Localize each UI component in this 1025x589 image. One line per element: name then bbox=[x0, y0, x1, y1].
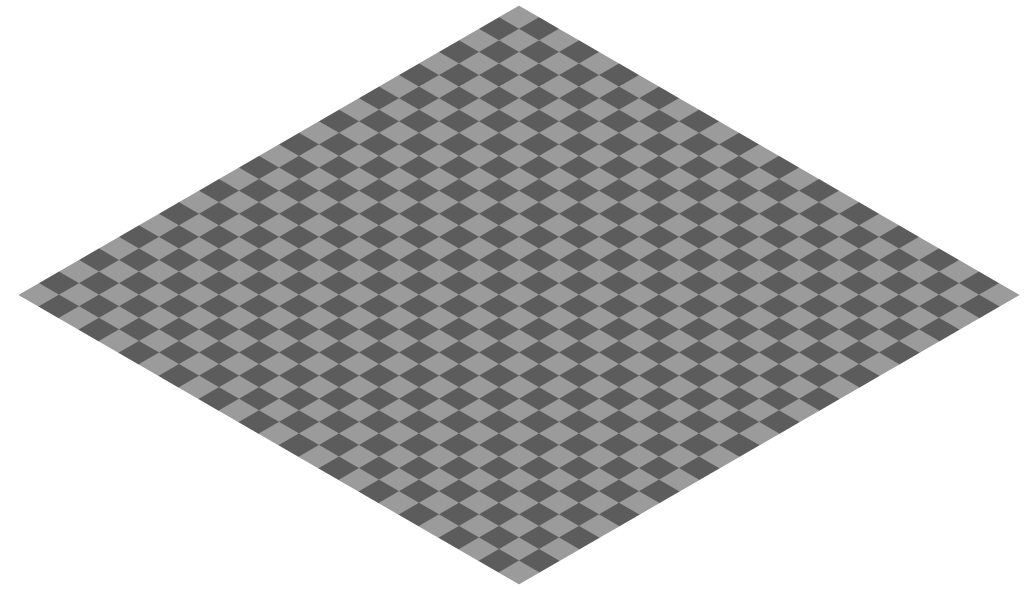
board-tile-light[interactable] bbox=[498, 560, 540, 585]
